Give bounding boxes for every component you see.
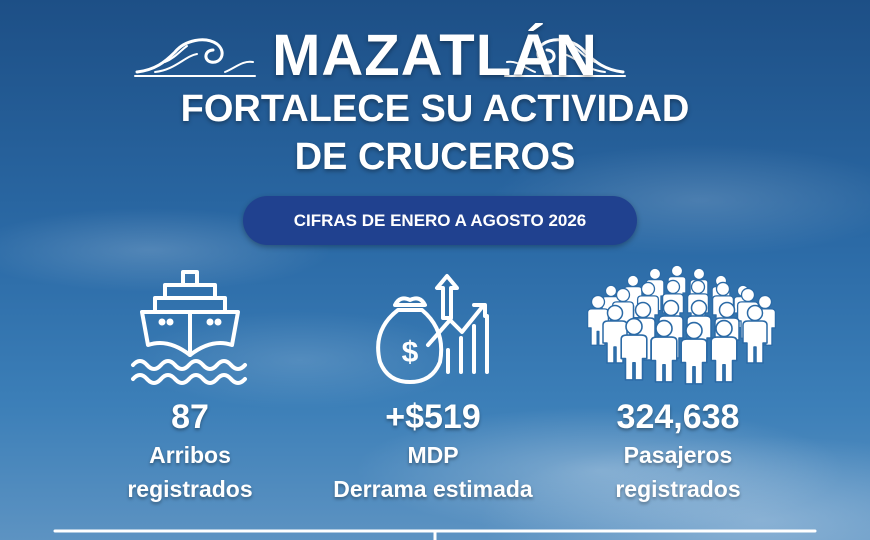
- subtitle: DE CRUCEROS: [294, 136, 576, 178]
- stat: 87 Arribos registrados: [60, 396, 320, 506]
- svg-text:$: $: [402, 336, 419, 369]
- stat-label: MDP: [407, 442, 459, 468]
- people-icon: [586, 264, 777, 385]
- money-growth-icon: $: [376, 274, 489, 384]
- stat-value: 324,638: [616, 398, 740, 436]
- stat-label: registrados: [615, 476, 741, 502]
- stat-value: 87: [171, 398, 209, 436]
- stat-value: +$519: [385, 398, 481, 436]
- stat: +$519 MDP Derrama estimada: [303, 396, 563, 506]
- stat: 324,638 Pasajeros registrados: [548, 396, 808, 506]
- stat-label: Derrama estimada: [333, 476, 533, 502]
- ship-icon: [131, 270, 247, 385]
- stat-label: registrados: [127, 476, 253, 502]
- stat-label: Pasajeros: [623, 442, 733, 468]
- subtitle: FORTALECE SU ACTIVIDAD: [180, 88, 690, 130]
- period-badge: CIFRAS DE ENERO A AGOSTO 2026: [243, 196, 637, 245]
- title: MAZATLÁN: [272, 23, 598, 88]
- stat-label: Arribos: [149, 442, 231, 468]
